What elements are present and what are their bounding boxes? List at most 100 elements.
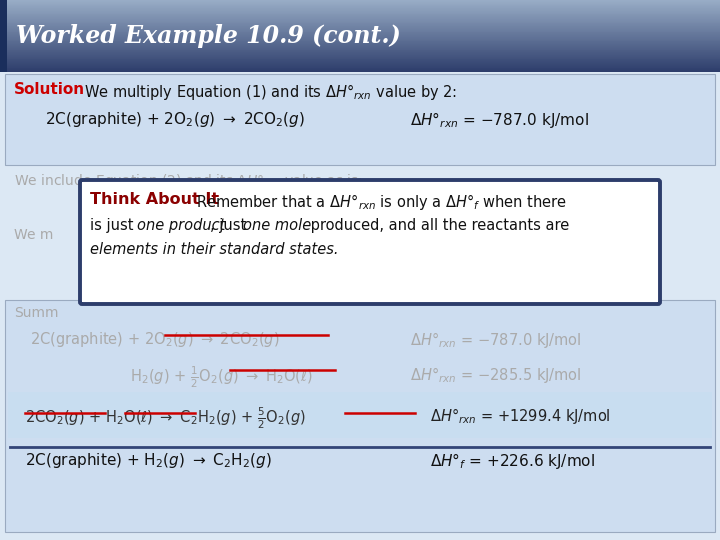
Bar [0,51,720,52]
Bar [0,12,720,14]
Bar [0,20,720,22]
Bar [0,72,720,540]
Text: is just: is just [90,218,138,233]
Bar [0,31,720,32]
Bar [0,64,720,66]
Bar [0,43,720,44]
Bar [0,26,720,28]
Bar [0,41,720,42]
Bar [0,66,720,68]
Text: Worked Example 10.9 (cont.): Worked Example 10.9 (cont.) [16,24,401,48]
Bar [0,1,720,2]
Bar [0,33,720,35]
Text: one mole: one mole [243,218,311,233]
Bar [0,36,720,38]
Bar [0,71,720,72]
Bar [0,28,720,30]
Bar [0,25,720,27]
Bar [0,2,720,4]
Bar [8,392,712,438]
Bar [5,300,715,532]
Text: elements in their standard states.: elements in their standard states. [90,242,338,257]
Bar [0,1,720,3]
Bar [0,68,720,69]
Bar [0,38,720,39]
Bar [0,28,720,29]
Bar [0,67,720,69]
Bar [0,40,720,42]
Text: $\Delta\mathit{H}°_f$ = +226.6 kJ/mol: $\Delta\mathit{H}°_f$ = +226.6 kJ/mol [430,451,595,471]
Text: Summ: Summ [14,306,58,320]
Bar [0,36,720,37]
Bar [0,22,720,23]
Bar [0,10,720,12]
Bar [0,50,720,51]
Text: $\Delta\mathit{H}°_{rxn}$ = $-$787.0 kJ/mol: $\Delta\mathit{H}°_{rxn}$ = $-$787.0 kJ/… [410,330,582,350]
Text: Think About It: Think About It [90,192,219,207]
Bar [0,47,720,49]
Bar [0,49,720,50]
Bar [0,58,720,59]
Text: Solution: Solution [14,82,85,97]
Bar [0,52,720,53]
Bar [0,3,720,4]
Text: H$_2$($g$) + $\frac{1}{2}$O$_2$($g$) $\rightarrow$ H$_2$O($\ell$): H$_2$($g$) + $\frac{1}{2}$O$_2$($g$) $\r… [130,365,313,390]
Bar [0,13,720,15]
Bar [0,60,720,62]
Bar [0,14,720,15]
Text: Remember that a $\Delta\mathit{H}°_{rxn}$ is only a $\Delta\mathit{H}°_f$ when t: Remember that a $\Delta\mathit{H}°_{rxn}… [196,192,567,212]
Bar [0,63,720,64]
Bar [0,70,720,71]
Text: $\Delta\mathit{H}°_{rxn}$ = $-$285.5 kJ/mol: $\Delta\mathit{H}°_{rxn}$ = $-$285.5 kJ/… [410,196,589,216]
Bar [0,44,720,45]
Bar [0,30,720,31]
Bar [0,56,720,58]
Text: H$_2$($g$) + $\frac{1}{2}$O$_2$($g$) $\rightarrow$ H$_2$O($\ell$): H$_2$($g$) + $\frac{1}{2}$O$_2$($g$) $\r… [105,196,296,221]
Bar [0,29,720,31]
Text: , just: , just [210,218,251,233]
Bar [0,60,720,61]
Bar [0,5,720,6]
Bar [0,0,720,1]
Bar [0,69,720,70]
Bar [0,55,720,56]
Text: $\Delta\mathit{H}°_{rxn}$ = +1299.4 kJ/mol: $\Delta\mathit{H}°_{rxn}$ = +1299.4 kJ/m… [430,406,611,426]
Bar [0,57,720,58]
Bar [0,32,720,33]
Bar [0,52,720,54]
Bar [0,9,720,11]
Text: 2CO$_2$($g$) + H$_2$O($\ell$) $\rightarrow$ C$_2$H$_2$($g$) + $\frac{5}{2}$O$_2$: 2CO$_2$($g$) + H$_2$O($\ell$) $\rightarr… [25,406,306,431]
Bar [0,0,7,72]
Text: 2C(graphite) + 2O$_2$($g$) $\rightarrow$ 2CO$_2$($g$): 2C(graphite) + 2O$_2$($g$) $\rightarrow$… [45,110,305,129]
Bar [0,44,720,46]
Text: We include Equation (2) and its $\Delta\mathit{H}°_{rxn}$ value as is:: We include Equation (2) and its $\Delta\… [14,172,363,190]
Bar [5,74,715,165]
Bar [0,65,720,66]
Bar [0,17,720,18]
Bar [0,39,720,40]
Bar [0,63,720,65]
Text: one product: one product [137,218,225,233]
Bar [0,53,720,55]
Bar [0,42,720,43]
Bar [0,6,720,7]
Bar [0,21,720,23]
Bar [0,19,720,21]
Bar [0,25,720,26]
Text: We multiply Equation (1) and its $\Delta\mathit{H}°_{rxn}$ value by 2:: We multiply Equation (1) and its $\Delta… [84,82,457,102]
Text: 2C(graphite) + H$_2$($g$) $\rightarrow$ C$_2$H$_2$($g$): 2C(graphite) + H$_2$($g$) $\rightarrow$ … [25,451,272,470]
Bar [0,46,720,48]
Text: We m: We m [14,228,53,242]
Text: 2C(graphite) + 2O$_2$($g$) $\rightarrow$ 2CO$_2$($g$): 2C(graphite) + 2O$_2$($g$) $\rightarrow$… [30,330,279,349]
Bar [0,11,720,12]
Bar [0,6,720,8]
Text: produced, and all the reactants are: produced, and all the reactants are [306,218,570,233]
Bar [0,17,720,19]
Bar [0,35,720,36]
Bar [0,55,720,57]
Bar [0,45,720,47]
Bar [0,33,720,34]
Bar [0,15,720,16]
Bar [0,59,720,60]
Bar [0,62,720,63]
